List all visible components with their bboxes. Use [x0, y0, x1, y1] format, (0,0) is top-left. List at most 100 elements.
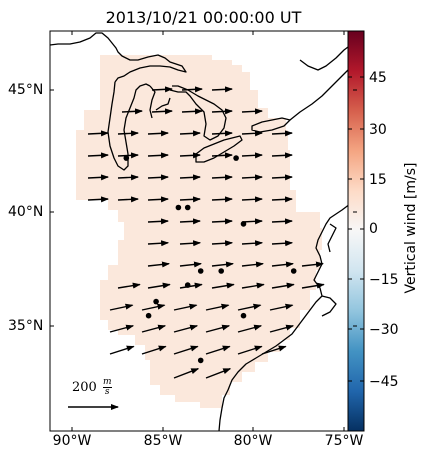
wind-arrow: [141, 324, 167, 333]
wind-arrow: [237, 345, 263, 355]
colorbar-tick-label: −30: [369, 322, 399, 338]
model-domain: [76, 55, 322, 408]
wind-arrow: [173, 368, 200, 379]
wind-arrow: [87, 174, 109, 181]
colorbar-label: Vertical wind [m/s]: [403, 162, 419, 294]
station-markers: [123, 155, 297, 364]
wind-arrow: [271, 196, 293, 203]
wind-arrow: [271, 152, 293, 159]
wind-arrow: [179, 218, 201, 225]
wind-arrow: [179, 196, 201, 203]
wind-arrow: [211, 196, 233, 203]
wind-arrow: [179, 261, 202, 268]
scale-label-number: 200: [72, 380, 97, 395]
station-marker: [153, 298, 159, 305]
scale-label: 200 m s: [72, 378, 112, 397]
wind-arrow: [179, 174, 201, 181]
wind-arrow: [271, 130, 293, 137]
station-marker: [145, 312, 152, 319]
wind-arrow: [179, 282, 203, 289]
station-marker: [290, 268, 297, 274]
lon-label: 90°W: [52, 433, 92, 449]
wind-arrow: [109, 345, 135, 355]
wind-arrow: [151, 86, 173, 93]
lon-label: 85°W: [143, 433, 183, 449]
lon-label: 75°W: [324, 433, 364, 449]
wind-arrow: [241, 240, 264, 247]
lat-label: 45°N: [8, 82, 44, 98]
wind-arrow: [151, 108, 173, 115]
wind-arrow: [271, 282, 295, 289]
wind-arrow: [205, 303, 230, 311]
wind-arrow: [147, 152, 169, 159]
station-marker: [123, 155, 130, 161]
wind-arrow: [271, 218, 293, 225]
wind-arrow: [117, 152, 139, 159]
wind-arrow: [301, 261, 324, 268]
wind-arrow: [147, 130, 169, 137]
wind-arrow: [179, 152, 201, 159]
wind-arrow: [179, 240, 202, 247]
wind-arrow: [147, 196, 169, 203]
wind-arrow: [269, 324, 295, 333]
colorbar-tick-label: 45: [369, 70, 387, 86]
wind-arrow: [87, 196, 109, 203]
wind-arrow: [205, 324, 231, 333]
station-marker: [175, 204, 182, 211]
wind-arrow: [211, 218, 233, 225]
wind-arrow: [141, 303, 166, 311]
colorbar-ticks: [348, 76, 364, 382]
wind-arrow: [271, 240, 294, 247]
wind-arrow: [173, 324, 199, 333]
wind-arrow: [241, 152, 263, 159]
wind-arrow: [301, 282, 325, 289]
wind-arrow: [269, 303, 294, 311]
wind-arrow: [87, 152, 109, 159]
wind-arrow: [109, 324, 135, 333]
wind-arrow: [147, 282, 171, 289]
colorbar-tick-label: 15: [369, 172, 387, 188]
wind-arrow: [241, 196, 263, 203]
wind-arrow: [237, 303, 262, 311]
wind-arrow: [147, 174, 169, 181]
lat-label: 40°N: [8, 204, 44, 220]
plot-title: 2013/10/21 00:00:00 UT: [105, 8, 302, 27]
axis-ticks: [50, 31, 357, 431]
station-marker: [218, 268, 224, 274]
wind-arrow: [117, 174, 139, 181]
wind-arrow: [147, 218, 169, 225]
wind-arrow: [173, 345, 199, 355]
wind-arrow: [241, 130, 263, 137]
wind-arrow: [241, 261, 264, 268]
wind-arrow: [141, 345, 167, 355]
wind-arrow: [271, 174, 293, 181]
wind-arrow: [237, 324, 263, 333]
colorbar-tick-label: 30: [369, 122, 387, 138]
colorbar-tick-label: −15: [369, 272, 399, 288]
station-marker: [240, 221, 247, 227]
colorbar-tick-label: −45: [369, 374, 399, 390]
wind-arrow: [211, 130, 233, 137]
lat-label: 35°N: [8, 318, 44, 334]
wind-arrow: [211, 261, 234, 268]
wind-arrow: [241, 108, 263, 115]
wind-arrow: [261, 345, 287, 355]
station-marker: [197, 357, 204, 364]
wind-arrow: [211, 240, 234, 247]
scale-label-denominator: s: [104, 387, 110, 397]
wind-arrow: [87, 130, 109, 137]
wind-arrow: [241, 174, 263, 181]
wind-arrow: [211, 108, 233, 115]
wind-arrow: [173, 303, 198, 311]
wind-arrow: [271, 261, 294, 268]
wind-arrow: [241, 282, 265, 289]
wind-arrow: [211, 152, 233, 159]
wind-arrow: [181, 108, 203, 115]
wind-arrow: [211, 174, 233, 181]
wind-arrow: [205, 368, 232, 379]
colorbar: [347, 30, 365, 432]
wind-arrow: [117, 282, 141, 289]
wind-arrow: [205, 345, 231, 355]
colorbar-tick-label: 0: [369, 221, 378, 237]
